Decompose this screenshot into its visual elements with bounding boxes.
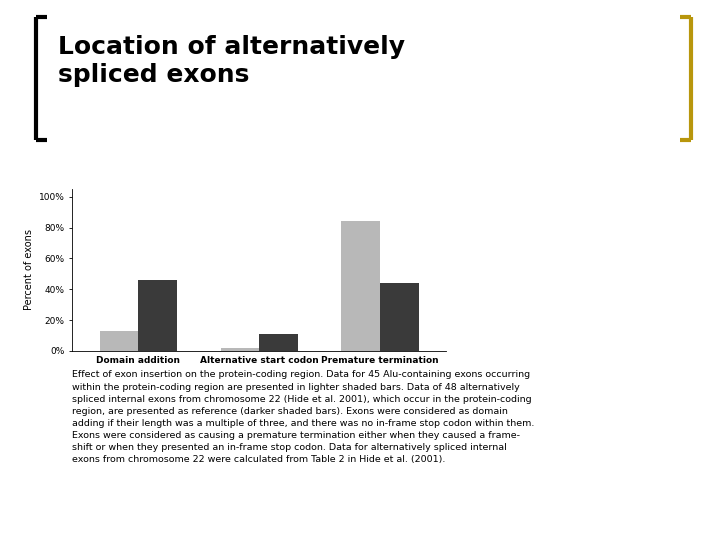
Bar: [138, 280, 177, 351]
Bar: [220, 348, 259, 351]
Bar: [259, 334, 298, 351]
Bar: [380, 283, 418, 351]
Text: Location of alternatively
spliced exons: Location of alternatively spliced exons: [58, 35, 405, 87]
Bar: [100, 331, 138, 351]
Text: Effect of exon insertion on the protein-coding region. Data for 45 Alu-containin: Effect of exon insertion on the protein-…: [72, 370, 534, 464]
Y-axis label: Percent of exons: Percent of exons: [24, 230, 35, 310]
Bar: [341, 221, 380, 351]
